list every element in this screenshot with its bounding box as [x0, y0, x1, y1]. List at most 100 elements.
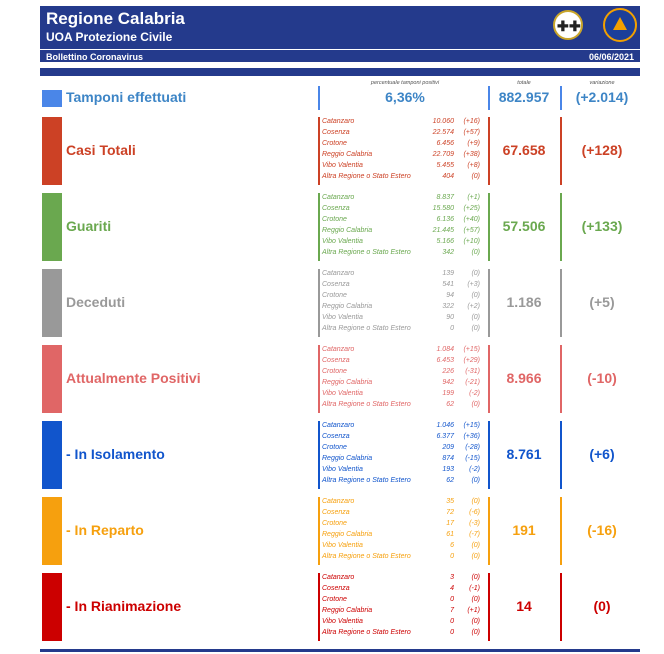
province-name: Crotone: [322, 216, 347, 223]
row-divider: [488, 497, 490, 565]
province-delta: (+1): [467, 607, 480, 614]
province-delta: (0): [471, 292, 480, 299]
province-delta: (+3): [467, 281, 480, 288]
province-delta: (-2): [469, 390, 480, 397]
province-name: Crotone: [322, 596, 347, 603]
province-value: 874: [442, 455, 454, 462]
province-delta: (+38): [463, 151, 480, 158]
row-divider: [318, 345, 320, 413]
province-name: Catanzaro: [322, 574, 355, 581]
province-value: 942: [442, 379, 454, 386]
province-delta: (+25): [463, 205, 480, 212]
province-name: Vibo Valentia: [322, 390, 363, 397]
province-value: 1.046: [436, 422, 454, 429]
row-color-bar: [42, 193, 62, 261]
province-value: 15.580: [432, 205, 454, 212]
province-name: Crotone: [322, 520, 347, 527]
province-name: Catanzaro: [322, 118, 355, 125]
province-value: 0: [450, 596, 454, 603]
row-total: 14: [516, 598, 532, 614]
province-name: Reggio Calabria: [322, 531, 373, 538]
province-value: 10.060: [432, 118, 454, 125]
province-value: 139: [442, 270, 454, 277]
province-delta: (+57): [463, 129, 480, 136]
row-variation: (+128): [581, 142, 623, 158]
province-name: Altra Regione o Stato Estero: [322, 629, 411, 636]
province-value: 1.084: [436, 346, 454, 353]
tamponi-color-marker: [42, 90, 62, 107]
percent-column-header: percentuale tamponi positivi: [370, 80, 440, 86]
province-list: Catanzaro 10.060 (+16) Cosenza 22.574 (+57) Cr…: [322, 118, 480, 186]
province-value: 72: [446, 509, 454, 516]
province-name: Crotone: [322, 140, 347, 147]
province-value: 0: [450, 618, 454, 625]
row-label: - In Reparto: [66, 522, 144, 538]
province-delta: (0): [471, 618, 480, 625]
province-name: Altra Regione o Stato Estero: [322, 173, 411, 180]
province-delta: (-21): [465, 379, 480, 386]
province-value: 61: [446, 531, 454, 538]
province-delta: (+36): [463, 433, 480, 440]
province-delta: (+40): [463, 216, 480, 223]
province-delta: (-1): [469, 585, 480, 592]
province-delta: (+29): [463, 357, 480, 364]
row-divider: [560, 269, 562, 337]
bulletin-label: Bollettino Coronavirus: [46, 52, 144, 62]
province-value: 4: [450, 585, 454, 592]
province-delta: (0): [471, 325, 480, 332]
province-name: Altra Regione o Stato Estero: [322, 553, 411, 560]
province-list: Catanzaro 35 (0) Cosenza 72 (-6) Crotone 17 (-3)…: [322, 498, 480, 566]
province-name: Cosenza: [322, 433, 350, 440]
row-divider: [318, 421, 320, 489]
province-name: Catanzaro: [322, 498, 355, 505]
province-value: 17: [446, 520, 454, 527]
row-color-bar: [42, 345, 62, 413]
province-value: 21.445: [432, 227, 454, 234]
province-value: 541: [442, 281, 454, 288]
row-total: 8.966: [506, 370, 542, 386]
province-delta: (0): [471, 401, 480, 408]
province-value: 22.574: [432, 129, 454, 136]
province-value: 342: [442, 249, 454, 256]
department-subtitle: UOA Protezione Civile: [46, 30, 173, 44]
row-variation: (0): [593, 598, 611, 614]
province-value: 90: [446, 314, 454, 321]
province-delta: (0): [471, 542, 480, 549]
bulletin-date: 06/06/2021: [588, 52, 634, 62]
province-value: 35: [446, 498, 454, 505]
province-name: Reggio Calabria: [322, 379, 373, 386]
row-total: 191: [512, 522, 536, 538]
province-value: 6.453: [436, 357, 454, 364]
province-delta: (-3): [469, 520, 480, 527]
row-total: 57.506: [502, 218, 546, 234]
province-value: 6.136: [436, 216, 454, 223]
province-name: Reggio Calabria: [322, 455, 373, 462]
row-divider: [488, 573, 490, 641]
province-name: Altra Regione o Stato Estero: [322, 477, 411, 484]
row-label: - In Rianimazione: [66, 598, 182, 614]
province-name: Cosenza: [322, 281, 350, 288]
row-label: Casi Totali: [66, 142, 136, 158]
province-value: 3: [450, 574, 454, 581]
tamponi-divider: [560, 86, 562, 110]
province-delta: (+57): [463, 227, 480, 234]
row-label: Guariti: [66, 218, 112, 234]
province-delta: (+15): [463, 346, 480, 353]
row-variation: (-16): [587, 522, 617, 538]
province-name: Crotone: [322, 444, 347, 451]
province-delta: (+9): [467, 140, 480, 147]
row-label: Attualmente Positivi: [66, 370, 201, 386]
province-value: 6.377: [436, 433, 454, 440]
province-value: 62: [446, 477, 454, 484]
row-divider: [560, 117, 562, 185]
province-name: Vibo Valentia: [322, 618, 363, 625]
province-delta: (+15): [463, 422, 480, 429]
tamponi-total: 882.957: [498, 89, 550, 105]
province-delta: (-15): [465, 455, 480, 462]
province-delta: (-31): [465, 368, 480, 375]
row-divider: [488, 117, 490, 185]
province-delta: (0): [471, 173, 480, 180]
province-delta: (-7): [469, 531, 480, 538]
province-delta: (+8): [467, 162, 480, 169]
province-list: Catanzaro 139 (0) Cosenza 541 (+3) Crotone 94 (0…: [322, 270, 480, 338]
